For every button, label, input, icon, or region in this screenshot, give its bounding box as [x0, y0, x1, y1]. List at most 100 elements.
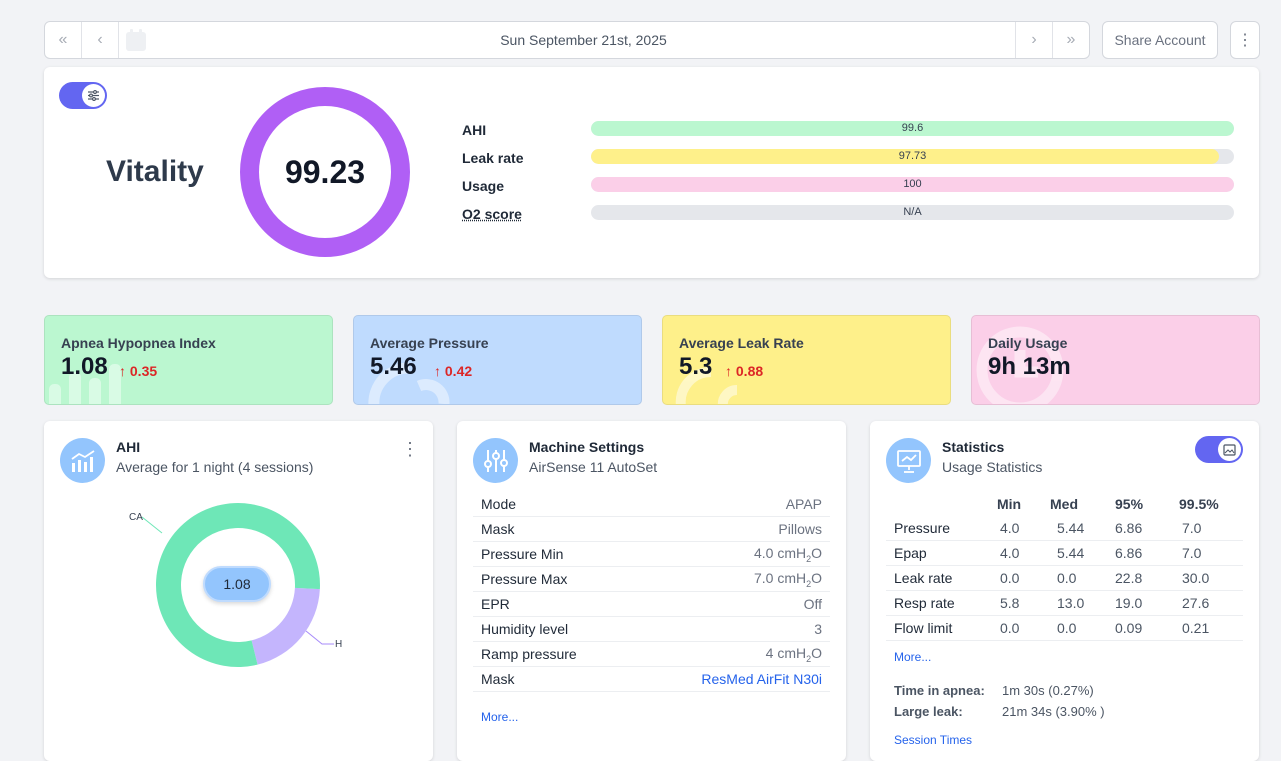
vitality-settings-toggle[interactable]: [59, 82, 107, 109]
statistics-row-name: Leak rate: [894, 570, 953, 586]
vitality-score-ring: 99.23: [240, 87, 410, 257]
statistics-row: Epap 4.0 5.44 6.86 7.0: [886, 541, 1243, 566]
machine-title: Machine Settings: [529, 439, 645, 455]
setting-value-text: ResMed AirFit N30i: [701, 671, 822, 687]
statistics-cell: 5.44: [1057, 520, 1085, 536]
statistics-row: Pressure 4.0 5.44 6.86 7.0: [886, 516, 1243, 541]
stat-title: Apnea Hypopnea Index: [61, 335, 216, 351]
statistics-panel: Statistics Usage Statistics Min Med 95% …: [870, 421, 1259, 761]
setting-key: Pressure Max: [481, 571, 568, 587]
statistics-cell: 4.0: [1000, 520, 1020, 536]
presentation-chart-icon: [886, 438, 931, 483]
last-day-button[interactable]: »: [1052, 22, 1089, 58]
metric-label-o2-score[interactable]: O2 score: [462, 206, 522, 222]
statistics-cell: 0.0: [1057, 620, 1077, 636]
statistics-cell: 0.0: [1000, 620, 1020, 636]
statistics-cell: 5.44: [1057, 545, 1085, 561]
statistics-cell: 19.0: [1115, 595, 1143, 611]
setting-value: 7.0 cmH2O: [754, 570, 822, 589]
setting-value-text: 3: [814, 621, 822, 637]
setting-value: APAP: [786, 496, 822, 512]
setting-value-text: 7.0 cmH: [753, 569, 807, 586]
setting-value: Pillows: [778, 521, 822, 537]
stat-card-usage[interactable]: Daily Usage 9h 13m: [971, 315, 1260, 405]
vitality-label: Vitality: [106, 155, 204, 188]
metric-bar-ahi: 99.6: [591, 121, 1234, 136]
machine-setting-row: Mask Pillows: [473, 517, 830, 542]
metric-value-leak-rate: 97.73: [898, 150, 927, 162]
statistics-cell: 5.8: [1000, 595, 1020, 611]
ahi-panel-title: AHI: [116, 439, 141, 455]
setting-value-text: Off: [803, 596, 822, 612]
stat-title: Daily Usage: [988, 335, 1068, 351]
setting-key: Pressure Min: [481, 546, 564, 562]
metric-bar-leak-rate: 97.73: [591, 149, 1234, 164]
statistics-row-name: Pressure: [894, 520, 951, 536]
stat-header-95: 95%: [1115, 496, 1144, 512]
machine-more-link[interactable]: More...: [481, 710, 519, 724]
metric-value-usage: 100: [903, 178, 922, 190]
statistics-view-toggle[interactable]: [1195, 436, 1243, 463]
setting-key: Mode: [481, 496, 517, 512]
machine-settings-panel: Machine Settings AirSense 11 AutoSet Mod…: [457, 421, 846, 761]
stat-header-995: 99.5%: [1179, 496, 1219, 512]
metric-value-o2-score: N/A: [903, 206, 922, 218]
statistics-row: Flow limit 0.0 0.0 0.09 0.21: [886, 616, 1243, 641]
metric-label-leak-rate: Leak rate: [462, 150, 524, 166]
donut-slice-ca[interactable]: [156, 503, 320, 667]
current-date[interactable]: Sun September 21st, 2025: [500, 32, 667, 48]
ca-label: CA: [129, 512, 143, 523]
metric-label-usage: Usage: [462, 178, 505, 194]
setting-value: 3: [814, 621, 822, 637]
first-day-button[interactable]: «: [45, 22, 82, 58]
setting-value-text: APAP: [785, 496, 822, 512]
stat-delta: ↑ 0.88: [725, 363, 764, 379]
share-account-button[interactable]: Share Account: [1102, 21, 1218, 59]
machine-setting-row: Pressure Min 4.0 cmH2O: [473, 542, 830, 567]
setting-value-text: 4.0 cmH: [753, 544, 807, 561]
machine-setting-row: Humidity level 3: [473, 617, 830, 642]
setting-key: EPR: [481, 596, 510, 612]
setting-value: Off: [804, 596, 822, 612]
statistics-cell: 0.21: [1182, 620, 1210, 636]
metric-label-ahi: AHI: [462, 122, 487, 138]
statistics-cell: 0.0: [1000, 570, 1020, 586]
ahi-panel-menu-icon[interactable]: ⋮: [401, 439, 419, 459]
vitality-score: 99.23: [284, 153, 366, 190]
setting-value: 4 cmH2O: [766, 645, 822, 664]
statistics-row-name: Epap: [894, 545, 927, 561]
statistics-cell: 4.0: [1000, 545, 1020, 561]
statistics-more-link[interactable]: More...: [894, 650, 932, 664]
statistics-cell: 0.0: [1057, 570, 1077, 586]
trend-chart-icon: [60, 438, 105, 483]
stat-card-leak[interactable]: Average Leak Rate 5.3 ↑ 0.88: [662, 315, 951, 405]
session-times-link[interactable]: Session Times: [894, 733, 973, 747]
statistics-row-name: Resp rate: [894, 595, 955, 611]
calendar-icon[interactable]: [119, 22, 152, 58]
gauge-icon: [368, 362, 450, 404]
prev-day-button[interactable]: ‹: [82, 22, 119, 58]
large-leak-value: 21m 34s (3.90% ): [1002, 704, 1105, 719]
stat-card-ahi[interactable]: Apnea Hypopnea Index 1.08 ↑ 0.35: [44, 315, 333, 405]
donut-slice-h[interactable]: [251, 587, 320, 665]
large-leak-label: Large leak:: [894, 704, 963, 719]
metric-bar-usage: 100: [591, 177, 1234, 192]
ahi-donut-chart: CA H: [129, 503, 342, 667]
more-menu-icon[interactable]: ⋮: [1230, 21, 1260, 59]
next-day-button[interactable]: ›: [1015, 22, 1052, 58]
mask-model-link[interactable]: ResMed AirFit N30i: [701, 671, 822, 687]
h-leader-line: [305, 630, 334, 645]
subscript: 2: [806, 578, 812, 589]
statistics-subtitle: Usage Statistics: [942, 459, 1043, 475]
stat-delta-value: 0.35: [129, 363, 158, 379]
subscript: 2: [806, 553, 812, 564]
statistics-title: Statistics: [942, 439, 1005, 455]
machine-subtitle: AirSense 11 AutoSet: [529, 459, 658, 475]
clock-icon: [976, 326, 1064, 404]
stat-value: 5.3: [679, 353, 713, 380]
stat-header-min: Min: [997, 496, 1022, 512]
stat-delta-value: 0.88: [735, 363, 764, 379]
stat-delta: ↑ 0.42: [434, 363, 473, 379]
statistics-cell: 13.0: [1057, 595, 1085, 611]
stat-card-pressure[interactable]: Average Pressure 5.46 ↑ 0.42: [353, 315, 642, 405]
